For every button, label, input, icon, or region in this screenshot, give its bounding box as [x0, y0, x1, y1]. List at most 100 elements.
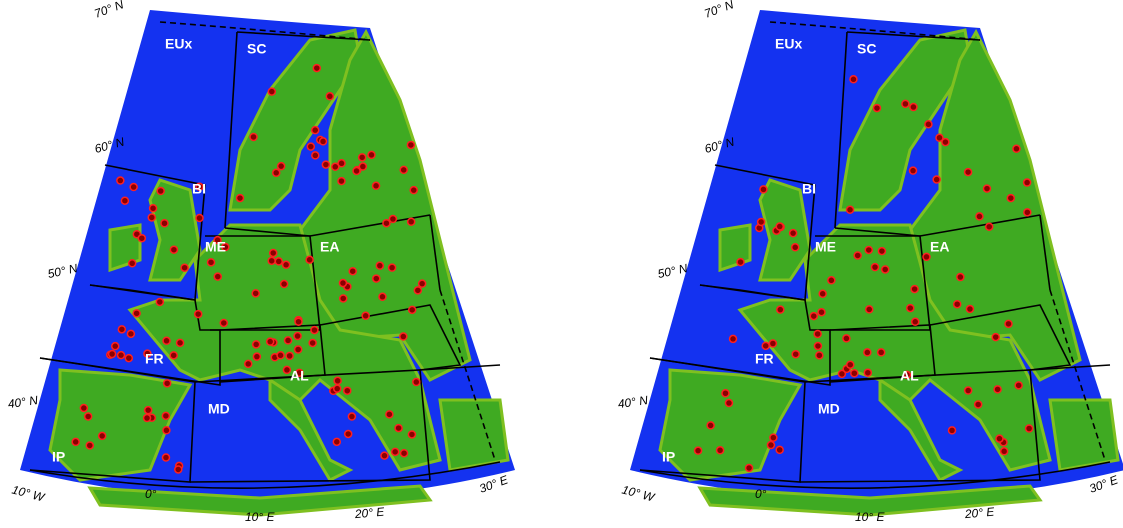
station — [769, 433, 778, 442]
region-border — [429, 214, 441, 291]
longitude-label: 20° E — [963, 505, 996, 522]
station — [79, 403, 89, 413]
region-border — [236, 31, 371, 41]
station — [775, 222, 785, 231]
station — [243, 359, 253, 369]
longitude-label: 0° — [145, 487, 157, 501]
station — [813, 329, 822, 339]
station — [827, 276, 836, 285]
station — [910, 284, 919, 294]
station — [251, 289, 260, 298]
station — [1023, 208, 1032, 217]
station — [180, 263, 189, 272]
station — [83, 412, 93, 421]
station — [993, 385, 1002, 394]
station — [162, 379, 172, 388]
region-label: SC — [247, 41, 266, 57]
region-border — [815, 235, 931, 331]
station — [850, 368, 859, 378]
station — [161, 453, 171, 462]
station — [155, 297, 165, 307]
region-label: EUx — [165, 36, 192, 52]
region-label: AL — [290, 368, 309, 384]
longitude-label: 0° — [755, 487, 767, 501]
station — [338, 294, 348, 303]
station — [337, 159, 346, 168]
region-label: FR — [145, 351, 164, 367]
station — [265, 337, 275, 346]
station — [193, 309, 203, 319]
station — [412, 377, 421, 387]
station — [790, 243, 800, 252]
land — [1048, 398, 1120, 472]
station — [818, 289, 827, 299]
station — [285, 351, 294, 361]
station — [872, 103, 882, 113]
station — [321, 160, 331, 169]
region-border — [224, 31, 238, 229]
region-border — [39, 284, 221, 386]
longitude-label: 10° W — [10, 482, 47, 504]
station — [693, 446, 703, 455]
station — [147, 213, 157, 222]
station — [984, 222, 994, 231]
station — [399, 165, 408, 175]
station — [877, 246, 887, 256]
station — [995, 434, 1004, 443]
station — [293, 331, 302, 341]
station — [924, 120, 933, 129]
station — [394, 423, 403, 433]
station — [126, 329, 136, 339]
station — [390, 447, 400, 457]
station — [348, 266, 357, 276]
station — [963, 167, 973, 177]
latitude-label: 50° N — [656, 261, 689, 281]
station — [963, 386, 973, 395]
station — [251, 340, 261, 349]
region-border — [834, 31, 848, 229]
station — [399, 448, 409, 458]
station — [162, 426, 171, 435]
station — [842, 334, 851, 343]
station — [367, 150, 376, 160]
station — [325, 92, 335, 101]
land — [268, 377, 354, 482]
station — [863, 368, 873, 377]
station — [294, 317, 303, 326]
outer-boundary — [769, 21, 981, 41]
region-border — [29, 357, 196, 483]
land — [108, 223, 142, 273]
station — [267, 256, 276, 266]
station — [845, 205, 855, 215]
station — [1006, 193, 1016, 203]
station — [775, 445, 784, 455]
station — [279, 279, 289, 289]
station — [935, 133, 944, 142]
station — [169, 245, 179, 254]
station — [137, 233, 147, 243]
station — [213, 235, 222, 245]
station — [352, 166, 361, 176]
station — [863, 348, 872, 357]
station — [249, 132, 258, 142]
station — [776, 305, 785, 314]
station — [162, 336, 171, 346]
latitude-label: 70° N — [702, 0, 735, 21]
station — [310, 125, 320, 135]
station — [235, 193, 245, 203]
station — [399, 332, 408, 341]
station — [744, 463, 754, 473]
region-border — [799, 369, 1041, 483]
station — [371, 181, 381, 191]
station — [1012, 144, 1021, 154]
station — [175, 338, 185, 348]
station — [142, 413, 152, 423]
station — [956, 272, 965, 282]
station — [221, 242, 230, 252]
station — [306, 142, 316, 151]
station — [110, 341, 120, 351]
station — [206, 258, 216, 267]
station — [271, 168, 281, 178]
station — [311, 151, 320, 160]
